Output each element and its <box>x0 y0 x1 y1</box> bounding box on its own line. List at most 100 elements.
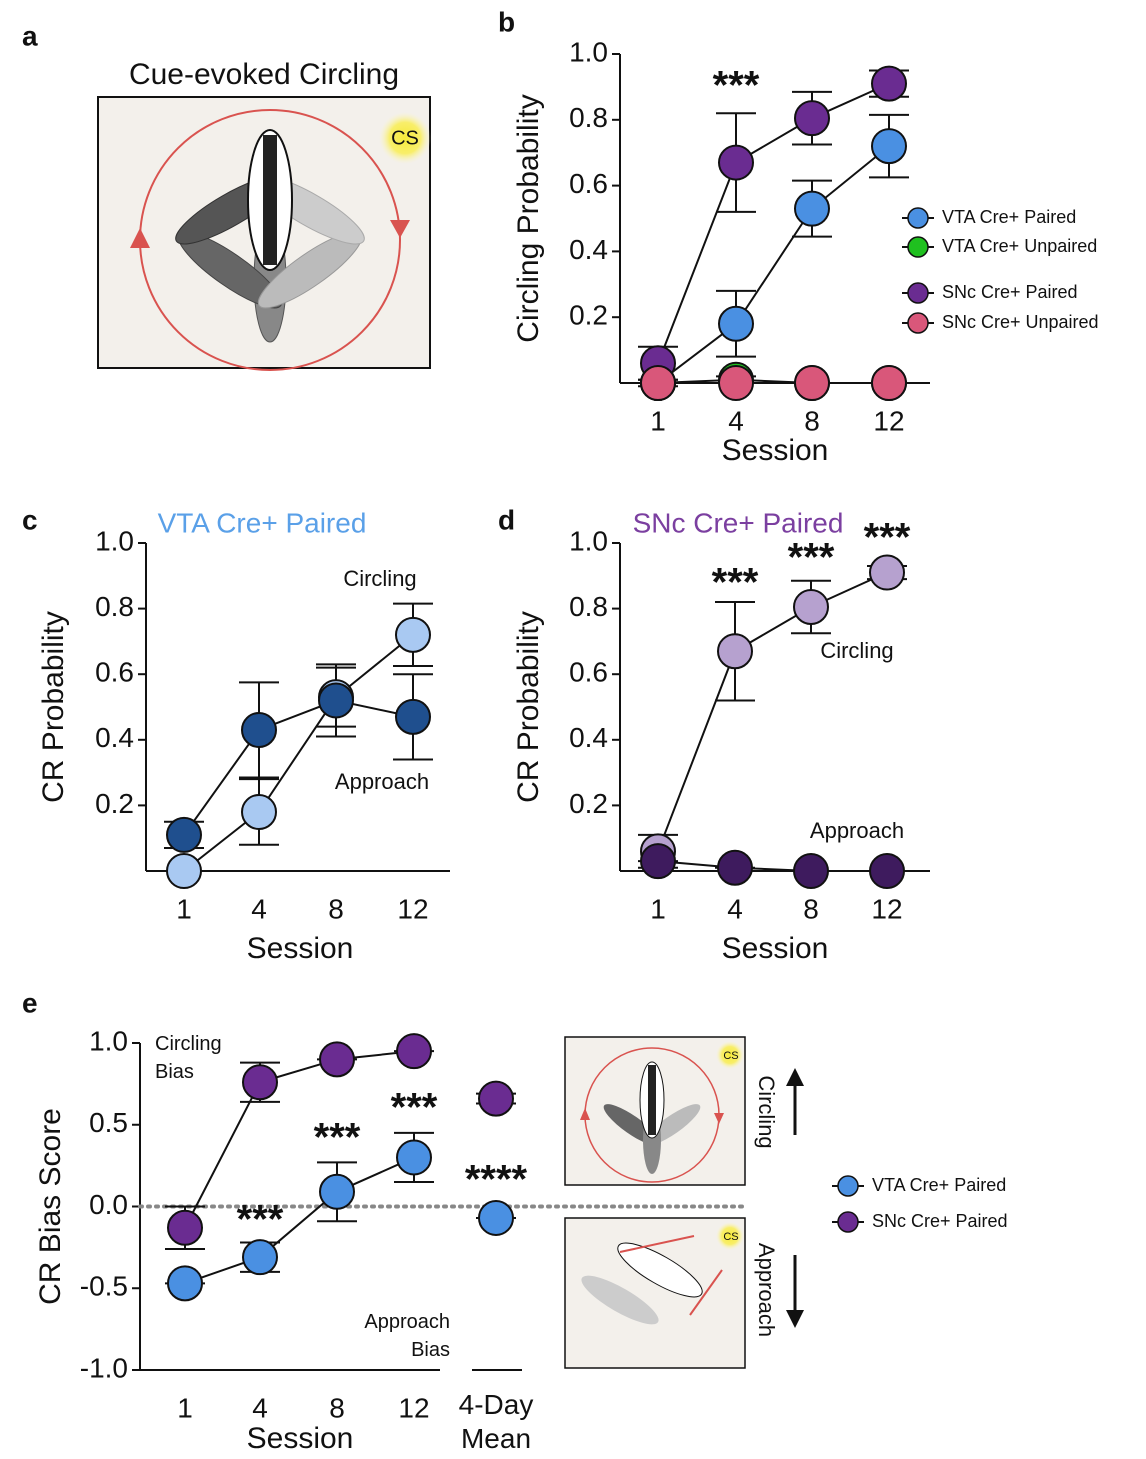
y-tick-label: 0.2 <box>95 788 134 819</box>
direction-label: Circling <box>754 1075 779 1148</box>
figure-canvas: a b c d e Cue-evoked Circling CS CS CS C… <box>0 0 1146 1459</box>
x-tick-label: 4 <box>252 1392 268 1423</box>
y-tick-label: -0.5 <box>80 1271 128 1302</box>
bias-label: Approach Bias <box>340 1308 450 1364</box>
legend-marker <box>838 1212 858 1232</box>
data-point <box>872 67 906 101</box>
y-tick-label: 0.6 <box>569 168 608 199</box>
series-line <box>658 573 887 852</box>
series-label: Approach <box>810 818 904 843</box>
cue-label: CS <box>723 1231 738 1243</box>
x-tick-label: 4 <box>251 893 267 924</box>
legend-marker <box>908 208 928 228</box>
data-point <box>243 1065 277 1099</box>
series-label: Circling <box>820 638 893 663</box>
panel-letter: e <box>22 987 38 1018</box>
legend-marker <box>838 1176 858 1196</box>
cue-label: CS <box>723 1050 738 1062</box>
data-point <box>242 713 276 747</box>
x-axis-title: Session <box>722 434 829 467</box>
legend-marker <box>908 283 928 303</box>
x-tick-label: 8 <box>329 1392 345 1423</box>
data-point <box>872 366 906 400</box>
x-tick-label: 12 <box>873 405 904 436</box>
data-point <box>396 618 430 652</box>
y-tick-label: -1.0 <box>80 1352 128 1383</box>
x-tick-label: 8 <box>328 893 344 924</box>
x-axis-title: Session <box>247 1422 354 1455</box>
x-tick-label: 8 <box>804 405 820 436</box>
y-tick-label: 0.2 <box>569 788 608 819</box>
data-point <box>795 366 829 400</box>
x-tick-label: 8 <box>803 893 819 924</box>
data-point <box>795 192 829 226</box>
x-tick-label: 4-Day Mean <box>451 1388 541 1456</box>
rat-stripe <box>648 1065 656 1135</box>
data-point <box>719 307 753 341</box>
y-tick-label: 0.6 <box>95 657 134 688</box>
data-point <box>719 366 753 400</box>
y-tick-label: 0.4 <box>569 234 608 265</box>
significance-marker: *** <box>712 561 759 605</box>
figure: a b c d e Cue-evoked Circling CS CS CS C… <box>0 0 1146 1459</box>
legend-label: SNc Cre+ Unpaired <box>942 312 1099 332</box>
data-point <box>870 854 904 888</box>
x-tick-label: 12 <box>871 893 902 924</box>
data-point <box>320 1042 354 1076</box>
y-tick-label: 1.0 <box>89 1025 128 1056</box>
data-point <box>718 851 752 885</box>
arrow-head <box>786 1068 804 1086</box>
series-line <box>658 146 889 383</box>
data-point <box>718 634 752 668</box>
significance-marker: **** <box>465 1158 528 1202</box>
significance-marker: *** <box>237 1198 284 1242</box>
panel-letter: c <box>22 504 38 535</box>
x-tick-label: 4 <box>728 405 744 436</box>
significance-marker: *** <box>713 64 760 108</box>
data-point <box>167 818 201 852</box>
data-point <box>397 1140 431 1174</box>
legend-marker <box>908 237 928 257</box>
y-tick-label: 0.8 <box>95 591 134 622</box>
x-axis-title: Session <box>247 932 354 965</box>
legend-label: SNc Cre+ Paired <box>872 1211 1008 1231</box>
series-label: Approach <box>335 769 429 794</box>
data-point <box>872 129 906 163</box>
data-point <box>641 844 675 878</box>
y-tick-label: 0.6 <box>569 657 608 688</box>
data-point <box>397 1034 431 1068</box>
data-point <box>641 366 675 400</box>
significance-marker: *** <box>391 1086 438 1130</box>
panel-letter: b <box>498 6 515 37</box>
data-point <box>319 683 353 717</box>
y-tick-label: 1.0 <box>95 525 134 556</box>
data-point <box>168 1211 202 1245</box>
legend-label: VTA Cre+ Paired <box>942 207 1076 227</box>
data-point <box>794 854 828 888</box>
panel-letter: a <box>22 20 38 51</box>
data-point <box>320 1175 354 1209</box>
illustration-title: Cue-evoked Circling <box>129 58 399 91</box>
series-line <box>185 1157 414 1283</box>
data-point <box>396 700 430 734</box>
data-point <box>479 1201 513 1235</box>
series-line <box>658 84 889 364</box>
legend-label: VTA Cre+ Paired <box>872 1175 1006 1195</box>
x-tick-label: 12 <box>398 1392 429 1423</box>
data-point <box>168 1266 202 1300</box>
y-tick-label: 1.0 <box>569 525 608 556</box>
x-tick-label: 1 <box>176 893 192 924</box>
y-tick-label: 0.4 <box>95 722 134 753</box>
rat-stripe <box>263 135 277 265</box>
arrow-head <box>786 1310 804 1328</box>
series-line <box>184 700 413 834</box>
cue-label: CS <box>391 127 419 149</box>
data-point <box>243 1240 277 1274</box>
bias-label: Circling Bias <box>155 1030 245 1086</box>
chart-title: VTA Cre+ Paired <box>158 507 367 538</box>
x-tick-label: 4 <box>727 893 743 924</box>
x-tick-label: 12 <box>397 893 428 924</box>
legend-marker <box>908 313 928 333</box>
chart-title: SNc Cre+ Paired <box>633 507 844 538</box>
x-tick-label: 1 <box>650 405 666 436</box>
